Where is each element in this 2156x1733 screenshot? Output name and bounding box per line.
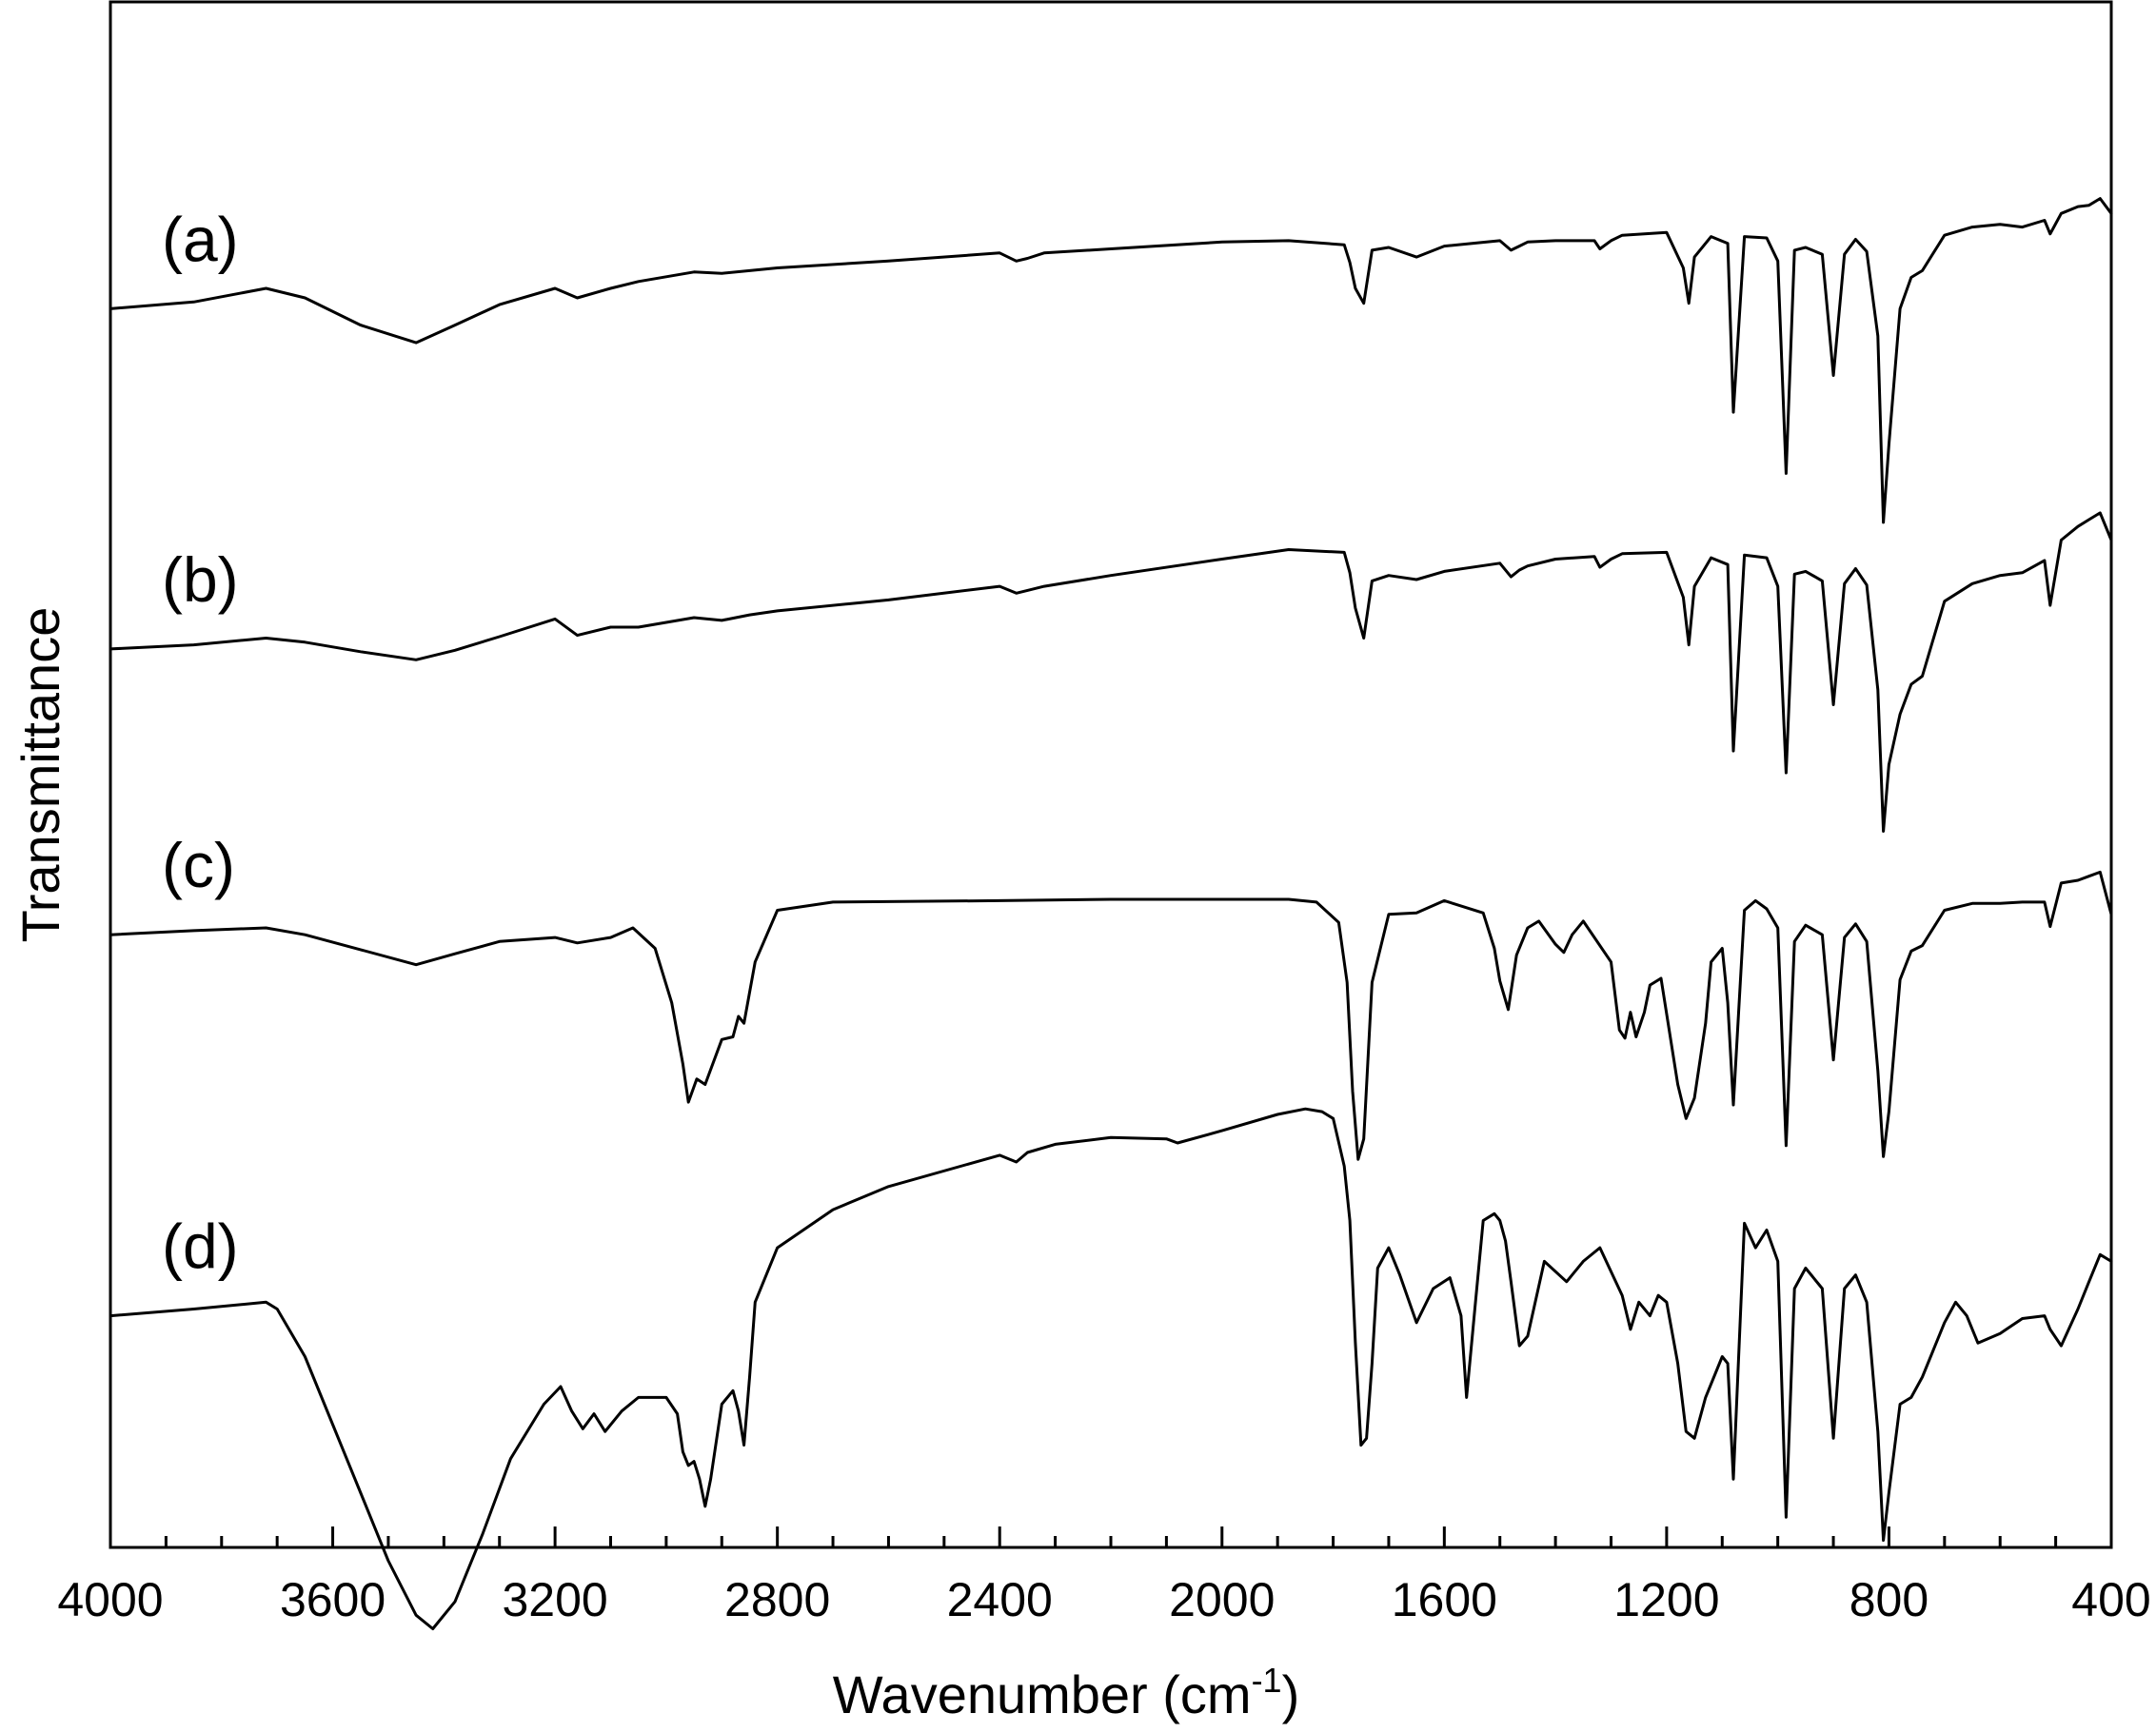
x-tick-label: 1200: [1613, 1573, 1719, 1626]
spectrum-label-c: (c): [162, 830, 235, 900]
y-axis-title: Transmittance: [10, 607, 70, 943]
plot-frame: [109, 0, 2113, 1549]
x-tick-label: 3600: [280, 1573, 386, 1626]
x-tick-label: 1600: [1392, 1573, 1497, 1626]
x-tick-label: 800: [1849, 1573, 1929, 1626]
spectrum-label-d: (d): [162, 1211, 239, 1282]
spectrum-line-c: [109, 870, 2113, 1161]
x-axis-title: Wavenumber (cm-1): [833, 1661, 1299, 1724]
x-axis-title-superscript: -1: [1252, 1661, 1282, 1700]
x-tick-label: 2400: [947, 1573, 1053, 1626]
spectrum-label-b: (b): [162, 544, 239, 615]
x-axis-tick-labels: 4000 3600 3200 2800 2400 2000 1600 1200 800 400: [57, 1573, 2150, 1626]
x-tick-label: 4000: [57, 1573, 163, 1626]
spectra-lines: [109, 197, 2113, 1630]
x-tick-label: 400: [2071, 1573, 2150, 1626]
x-axis-title-suffix: ): [1282, 1664, 1300, 1724]
spectrum-labels: (a) (b) (c) (d): [162, 204, 239, 1281]
spectrum-line-d: [109, 1107, 2113, 1630]
x-axis-ticks: [109, 1526, 2113, 1547]
spectrum-label-a: (a): [162, 204, 239, 274]
x-tick-label: 2800: [724, 1573, 830, 1626]
spectrum-line-b: [109, 511, 2113, 833]
x-tick-label: 3200: [502, 1573, 607, 1626]
x-tick-label: 2000: [1169, 1573, 1275, 1626]
spectrum-line-a: [109, 197, 2113, 524]
